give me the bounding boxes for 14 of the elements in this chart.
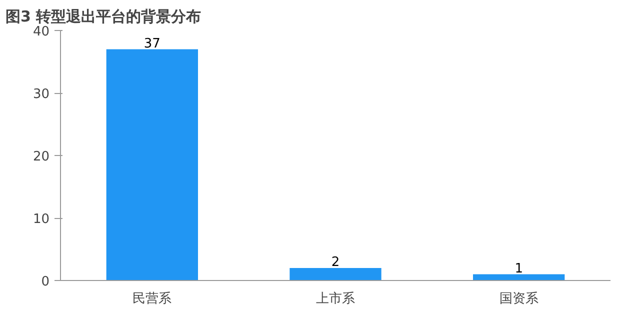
data-label: 2 <box>331 255 340 270</box>
bar <box>290 268 382 280</box>
x-tick-label: 上市系 <box>316 292 355 306</box>
y-tick-label: 20 <box>32 150 50 164</box>
x-tick-label: 民营系 <box>132 292 172 306</box>
x-tick-label: 国资系 <box>499 292 538 306</box>
chart-title: 图3 转型退出平台的背景分布 <box>6 8 202 26</box>
y-tick-label: 30 <box>32 87 50 102</box>
data-label: 37 <box>144 36 160 52</box>
bar <box>106 49 198 280</box>
y-tick-label: 10 <box>32 212 50 227</box>
y-tick-label: 0 <box>41 274 50 290</box>
data-label: 1 <box>514 261 523 276</box>
y-tick-label: 40 <box>32 24 50 40</box>
